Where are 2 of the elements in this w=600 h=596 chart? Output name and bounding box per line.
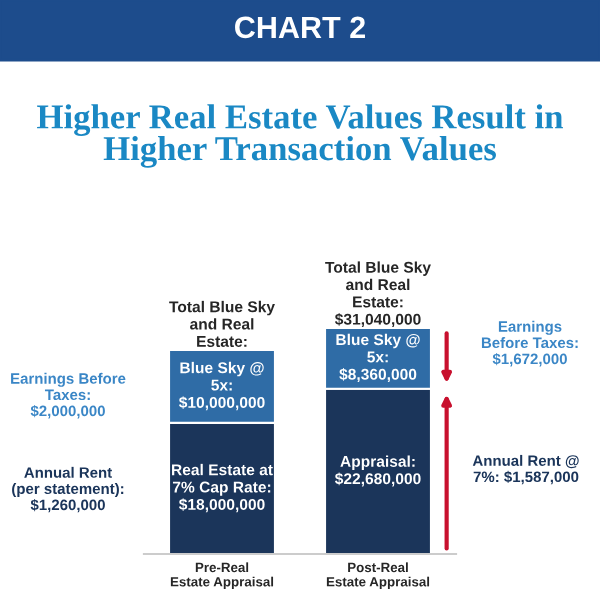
chart-subtitle: CHART 2 <box>235 16 365 39</box>
chart-title: Higher Real Estate Values Result in Higher Transaction Values <box>37 104 563 168</box>
